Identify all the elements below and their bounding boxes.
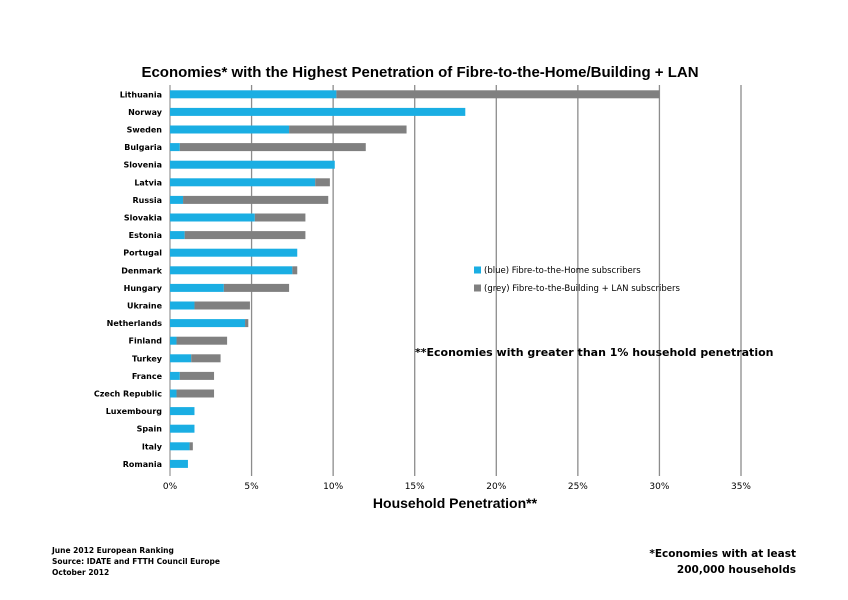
- category-label: Romania: [123, 460, 162, 469]
- category-label: Netherlands: [107, 319, 163, 328]
- category-label: Czech Republic: [94, 390, 162, 399]
- bar-fttb-lan: [184, 231, 306, 240]
- footnote-line-2: 200,000 households: [676, 564, 796, 576]
- source-line-3: October 2012: [52, 568, 110, 577]
- category-label: Italy: [142, 442, 163, 451]
- bar-ftth: [170, 389, 177, 398]
- bar-fttb-lan: [194, 301, 250, 310]
- category-label: Hungary: [124, 284, 163, 293]
- category-labels: Lithuania Norway Sweden Bulgaria Slovenia Lat…: [94, 90, 163, 469]
- bar-ftth: [170, 442, 190, 451]
- bar-fttb-lan: [176, 389, 215, 398]
- category-label: Latvia: [134, 178, 162, 187]
- x-tick-label: 25%: [568, 482, 588, 492]
- bar-ftth: [170, 248, 298, 257]
- x-tick-labels: 0% 5% 10% 15% 20% 25% 30% 35%: [163, 482, 752, 492]
- bar-fttb-lan: [289, 125, 407, 134]
- bar-ftth: [170, 266, 293, 275]
- bar-ftth: [170, 195, 184, 204]
- bar-ftth: [170, 301, 195, 310]
- category-label: Spain: [137, 425, 163, 434]
- bar-fttb-lan: [191, 354, 221, 363]
- x-tick-label: 30%: [649, 482, 669, 492]
- bars: [170, 90, 660, 468]
- category-label: Bulgaria: [124, 143, 162, 152]
- category-label: Finland: [129, 337, 163, 346]
- bar-ftth: [170, 424, 195, 433]
- chart-title: Economies* with the Highest Penetration …: [141, 64, 698, 81]
- bar-ftth: [170, 354, 192, 363]
- bar-fttb-lan: [179, 143, 366, 152]
- x-tick-label: 20%: [486, 482, 506, 492]
- bar-ftth: [170, 160, 335, 169]
- legend-swatch-fttb-lan: [474, 284, 481, 292]
- category-label: Portugal: [123, 249, 162, 258]
- bar-ftth: [170, 459, 188, 468]
- category-label: Norway: [128, 108, 163, 117]
- category-label: Luxembourg: [106, 407, 163, 416]
- bar-ftth: [170, 336, 177, 345]
- x-tick-label: 10%: [323, 482, 343, 492]
- bar-fttb-lan: [292, 266, 298, 275]
- x-axis-label: Household Penetration**: [373, 495, 538, 511]
- category-label: Slovakia: [124, 214, 162, 223]
- bar-fttb-lan: [245, 319, 249, 328]
- category-label: Lithuania: [120, 90, 162, 99]
- x-tick-label: 0%: [163, 482, 178, 492]
- category-label: Slovenia: [124, 161, 162, 170]
- category-label: Turkey: [132, 354, 163, 363]
- bar-fttb-lan: [176, 336, 228, 345]
- bar-fttb-lan: [336, 90, 660, 99]
- source-line-2: Source: IDATE and FTTH Council Europe: [52, 557, 220, 566]
- bar-ftth: [170, 178, 316, 187]
- bar-fttb-lan: [179, 371, 215, 380]
- bar-ftth: [170, 319, 246, 328]
- category-label: Ukraine: [127, 302, 163, 311]
- category-label: Russia: [132, 196, 162, 205]
- bar-ftth: [170, 407, 195, 416]
- bar-ftth: [170, 283, 224, 292]
- bar-ftth: [170, 213, 255, 222]
- bar-ftth: [170, 107, 466, 116]
- bar-fttb-lan: [223, 283, 290, 292]
- x-tick-label: 35%: [731, 482, 751, 492]
- bar-ftth: [170, 125, 290, 134]
- penetration-note: **Economies with greater than 1% househo…: [415, 346, 774, 359]
- source-line-1: June 2012 European Ranking: [52, 546, 174, 555]
- footnote-line-1: *Economies with at least: [649, 548, 796, 560]
- category-label: Sweden: [127, 126, 163, 135]
- category-label: Estonia: [129, 231, 162, 240]
- x-tick-label: 15%: [405, 482, 425, 492]
- legend-label-ftth: (blue) Fibre-to-the-Home subscribers: [484, 266, 641, 276]
- bar-ftth: [170, 90, 337, 99]
- bar-ftth: [170, 371, 180, 380]
- legend: (blue) Fibre-to-the-Home subscribers (gre…: [474, 266, 681, 294]
- category-label: Denmark: [121, 266, 162, 275]
- bar-fttb-lan: [183, 195, 329, 204]
- bar-fttb-lan: [189, 442, 193, 451]
- bar-fttb-lan: [315, 178, 330, 187]
- bar-fttb-lan: [254, 213, 306, 222]
- bar-ftth: [170, 231, 185, 240]
- bar-ftth: [170, 143, 180, 152]
- x-tick-label: 5%: [244, 482, 259, 492]
- legend-label-fttb-lan: (grey) Fibre-to-the-Building + LAN subsc…: [484, 284, 681, 294]
- category-label: France: [132, 372, 163, 381]
- legend-swatch-ftth: [474, 266, 481, 274]
